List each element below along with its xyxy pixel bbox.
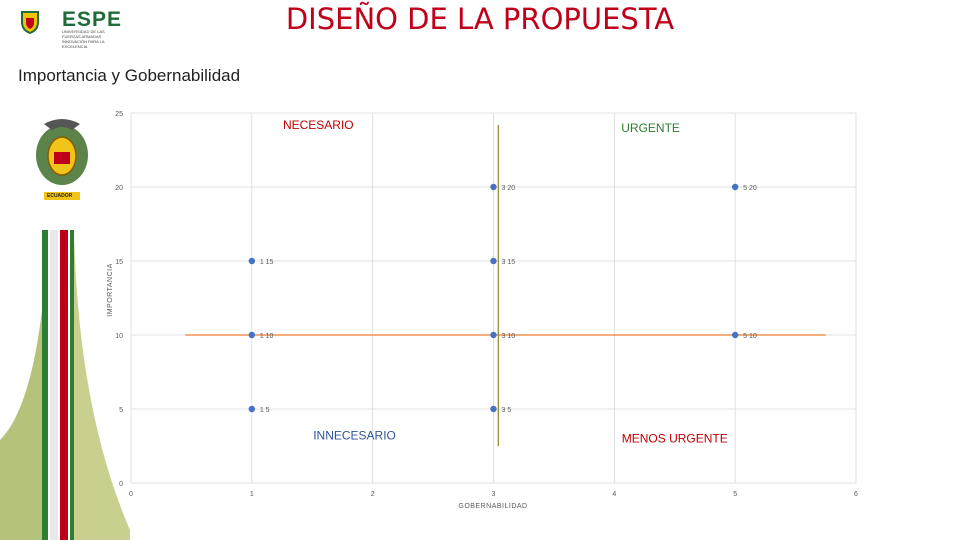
reference-lines <box>185 124 826 446</box>
data-point <box>248 405 256 413</box>
data-point <box>248 331 256 339</box>
quadrant-label: INNECESARIO <box>313 429 396 443</box>
quadrant-label: MENOS URGENTE <box>622 432 728 446</box>
y-tick-label: 10 <box>115 333 123 340</box>
y-tick-label: 25 <box>115 111 123 118</box>
data-label: 5 10 <box>743 333 757 340</box>
chart-grid <box>130 112 857 484</box>
y-tick-label: 0 <box>119 481 123 488</box>
data-point <box>490 183 497 191</box>
data-point <box>490 405 497 413</box>
data-point <box>731 331 739 339</box>
data-points <box>248 183 739 413</box>
x-tick-label: 5 <box>733 491 737 498</box>
data-label: 3 10 <box>502 333 516 340</box>
decorative-side-band <box>0 119 130 540</box>
logo-text: ESPE <box>62 8 123 31</box>
data-point <box>490 331 497 339</box>
espe-logo: ESPE UNIVERSIDAD DE LAS FUERZAS ARMADAS … <box>20 6 121 49</box>
data-label: 3 15 <box>502 259 516 266</box>
data-label: 1 10 <box>260 333 274 340</box>
data-label: 1 15 <box>260 259 274 266</box>
data-point <box>248 257 256 265</box>
quadrant-labels: NECESARIO URGENTE INNECESARIO MENOS URGENTE <box>283 118 728 446</box>
x-tick-label: 3 <box>492 491 496 498</box>
quadrant-label: URGENTE <box>621 121 680 135</box>
shield-icon <box>21 11 39 34</box>
quadrant-label: NECESARIO <box>283 118 354 132</box>
x-tick-label: 1 <box>250 491 254 498</box>
x-axis-label: GOBERNABILIDAD <box>458 503 527 510</box>
data-label: 5 20 <box>743 185 757 192</box>
coat-of-arms-icon <box>36 119 88 200</box>
y-tick-label: 5 <box>119 407 123 414</box>
y-tick-label: 20 <box>115 185 123 192</box>
data-label: 3 20 <box>502 185 516 192</box>
x-tick-label: 6 <box>854 491 858 498</box>
emblem-banner: ECUADOR <box>47 193 73 199</box>
data-point <box>490 257 497 265</box>
data-point <box>731 183 739 191</box>
logo-subtext: UNIVERSIDAD DE LAS FUERZAS ARMADAS INNOV… <box>62 29 105 49</box>
y-axis-label: IMPORTANCIA <box>107 263 114 316</box>
page-title: DISEÑO DE LA PROPUESTA <box>285 2 675 36</box>
x-tick-label: 4 <box>612 491 616 498</box>
y-tick-label: 15 <box>115 259 123 266</box>
data-label: 3 5 <box>502 407 512 414</box>
y-axis-ticks: 0 5 10 15 20 25 <box>115 111 123 488</box>
x-tick-label: 0 <box>129 491 133 498</box>
data-label: 1 5 <box>260 407 270 414</box>
page-subtitle: Importancia y Gobernabilidad <box>18 66 241 85</box>
x-axis-ticks: 0 1 2 3 4 5 6 <box>129 491 858 498</box>
x-tick-label: 2 <box>371 491 375 498</box>
